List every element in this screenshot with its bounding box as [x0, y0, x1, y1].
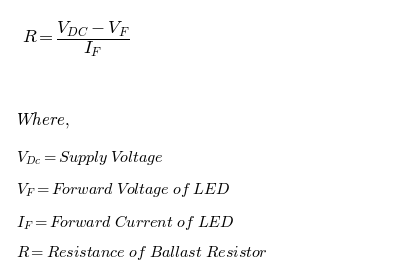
- Text: $R = Resistance\ of\ Ballast\ Resistor$: $R = Resistance\ of\ Ballast\ Resistor$: [16, 244, 268, 262]
- Text: $I_F = Forward\ Current\ of\ LED$: $I_F = Forward\ Current\ of\ LED$: [16, 213, 235, 232]
- Text: $R = \dfrac{V_{DC} - V_F}{I_F}$: $R = \dfrac{V_{DC} - V_F}{I_F}$: [22, 19, 130, 59]
- Text: $V_F = Forward\ Voltage\ of\ LED$: $V_F = Forward\ Voltage\ of\ LED$: [16, 181, 230, 199]
- Text: $V_{Dc} = Supply\ Voltage$: $V_{Dc} = Supply\ Voltage$: [16, 149, 163, 167]
- Text: $Where,$: $Where,$: [16, 110, 70, 130]
